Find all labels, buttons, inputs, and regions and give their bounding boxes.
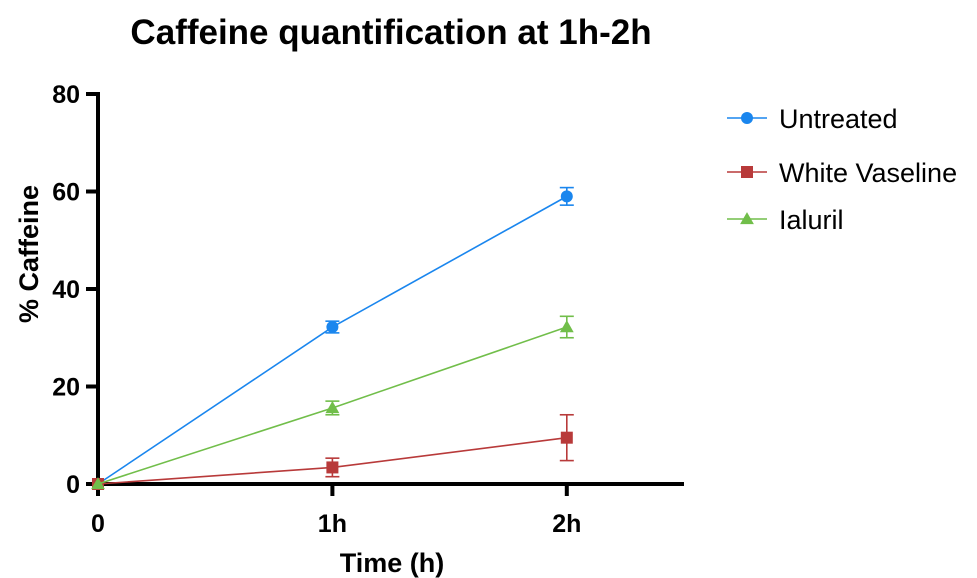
x-tick-label: 2h (552, 510, 581, 538)
data-point (91, 477, 105, 490)
data-point (326, 461, 339, 474)
legend-item: Untreated (727, 104, 898, 134)
y-tick-label: 0 (66, 471, 80, 499)
legend-item: Ialuril (727, 205, 844, 235)
legend-label: White Vaseline (779, 158, 957, 188)
legend: Untreated White Vaseline Ialuril (727, 104, 957, 235)
legend-marker (741, 166, 753, 178)
data-point (326, 321, 339, 334)
series-untreated (92, 186, 574, 490)
legend-item: White Vaseline (727, 158, 957, 188)
legend-marker (740, 212, 754, 225)
data-point (559, 320, 574, 333)
y-tick-label: 20 (52, 374, 80, 402)
series-line (97, 195, 568, 485)
y-tick-label: 60 (52, 179, 80, 207)
data-point (325, 401, 340, 414)
x-axis-label: Time (h) (340, 548, 445, 578)
x-tick-label: 0 (91, 510, 105, 538)
data-point (560, 190, 573, 203)
chart-title: Caffeine quantification at 1h-2h (130, 13, 651, 52)
y-axis-label: % Caffeine (14, 185, 44, 323)
y-tick-label: 80 (52, 81, 80, 109)
x-tick-label: 1h (318, 510, 347, 538)
axes: 0 20 40 60 80 0 1h 2h (52, 81, 684, 538)
legend-marker (741, 112, 753, 124)
series-white-vaseline (92, 413, 574, 490)
series-ialuril (91, 315, 574, 490)
legend-label: Ialuril (779, 205, 844, 235)
data-point (560, 431, 573, 444)
legend-label: Untreated (779, 104, 898, 134)
y-tick-label: 40 (52, 276, 80, 304)
series-layer (91, 186, 574, 490)
